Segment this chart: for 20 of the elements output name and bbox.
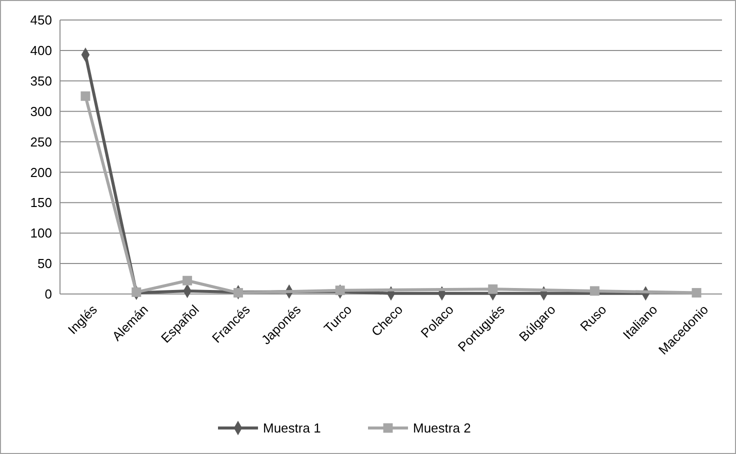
point: [182, 276, 192, 286]
y-tick-label: 450: [30, 12, 52, 28]
point: [488, 284, 498, 294]
point: [80, 91, 90, 101]
y-tick-label: 150: [30, 195, 52, 210]
y-tick-label: 50: [38, 256, 52, 272]
legend-label: Muestra 1: [263, 420, 321, 436]
point: [132, 287, 142, 297]
legend-label: Muestra 2: [413, 420, 471, 436]
y-tick-label: 100: [30, 226, 52, 241]
y-tick-label: 0: [44, 286, 52, 302]
point: [692, 288, 702, 298]
point: [335, 286, 345, 296]
y-tick-label: 400: [30, 42, 52, 58]
y-tick-label: 200: [30, 164, 52, 180]
y-tick-label: 300: [30, 104, 52, 119]
point: [233, 288, 243, 298]
y-tick-label: 350: [30, 73, 52, 88]
point: [590, 286, 600, 296]
y-tick-label: 250: [30, 134, 52, 150]
